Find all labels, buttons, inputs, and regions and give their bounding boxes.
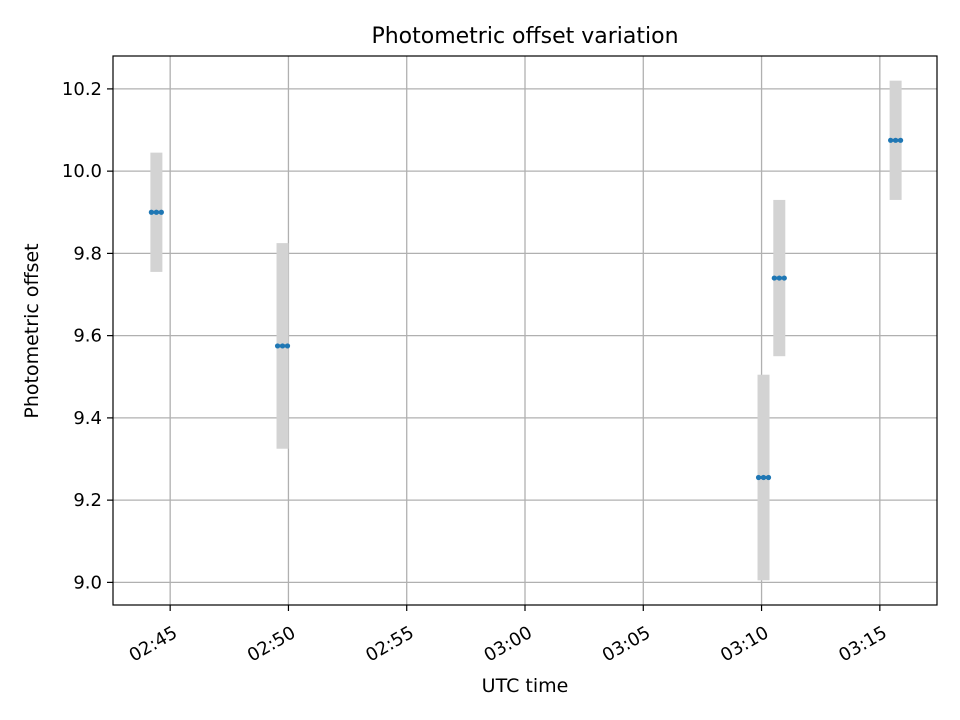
data-point [279, 343, 286, 349]
chart-title: Photometric offset variation [371, 24, 678, 49]
data-point [274, 343, 281, 349]
y-tick-label: 9.4 [73, 408, 102, 429]
y-axis-ticks: 9.0 9.2 9.4 9.6 9.8 10.0 10.2 [62, 79, 113, 593]
x-axis-label: UTC time [482, 675, 569, 697]
data-point [771, 275, 777, 281]
data-point [153, 209, 159, 215]
y-tick-label: 9.8 [73, 243, 102, 264]
y-tick-label: 9.2 [73, 490, 102, 511]
data-point [148, 209, 154, 215]
data-point [765, 474, 772, 481]
grid [113, 56, 937, 605]
y-tick-label: 10.0 [62, 161, 102, 182]
y-tick-label: 9.6 [73, 326, 102, 347]
data-points [148, 137, 904, 481]
data-point [893, 137, 899, 143]
data-point [776, 275, 782, 281]
data-point [284, 343, 291, 349]
y-tick-label: 10.2 [62, 79, 102, 100]
y-axis-label: Photometric offset [21, 243, 43, 418]
y-tick-label: 9.0 [73, 572, 102, 593]
data-point [781, 275, 787, 281]
data-point [755, 474, 762, 481]
data-point [760, 474, 767, 481]
data-point [158, 209, 164, 215]
data-point [898, 137, 904, 143]
data-point [888, 137, 894, 143]
